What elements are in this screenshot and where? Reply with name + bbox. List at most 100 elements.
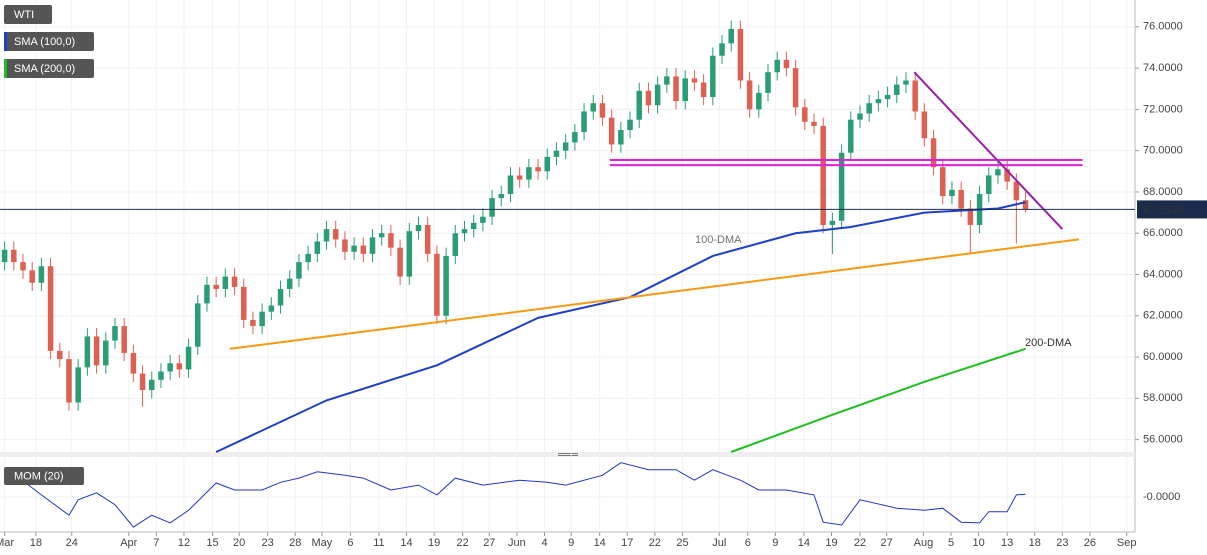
x-tick-label: 15 bbox=[206, 537, 218, 549]
y-tick-label: 66.0000 bbox=[1143, 227, 1183, 239]
x-tick-label: 28 bbox=[289, 537, 301, 549]
candle-body bbox=[838, 152, 845, 221]
candle-body bbox=[470, 222, 477, 230]
candle-body bbox=[351, 245, 357, 252]
candle-body bbox=[57, 350, 63, 360]
candle-body bbox=[305, 253, 311, 263]
candle-body bbox=[149, 379, 155, 391]
legend-box bbox=[4, 32, 94, 51]
candle-body bbox=[958, 189, 964, 209]
candle-body bbox=[1013, 181, 1020, 201]
candle-body bbox=[250, 319, 256, 327]
momentum-line bbox=[4, 462, 1026, 528]
last-price-box bbox=[1137, 200, 1207, 219]
candle-body bbox=[884, 94, 891, 100]
candle-body bbox=[967, 208, 974, 225]
y-tick-label: 74.0000 bbox=[1143, 62, 1183, 74]
candle-body bbox=[792, 68, 799, 108]
candle-body bbox=[489, 198, 495, 217]
mom-title: MOM (20) bbox=[14, 470, 64, 482]
x-tick-label: 9 bbox=[568, 537, 574, 549]
candle-body bbox=[342, 239, 348, 252]
candle-body bbox=[93, 336, 100, 366]
candle-body bbox=[921, 111, 928, 139]
candle-body bbox=[397, 247, 403, 277]
annotation: 200-DMA bbox=[1025, 337, 1072, 349]
y-tick-label: 76.0000 bbox=[1143, 21, 1183, 33]
legend-swatch bbox=[4, 59, 7, 78]
legend-label: SMA (200,0) bbox=[14, 63, 75, 75]
candle-body bbox=[526, 167, 532, 180]
candle-body bbox=[314, 241, 321, 254]
x-tick-label: 19 bbox=[825, 537, 837, 549]
candle-body bbox=[112, 326, 118, 341]
x-tick-label: 27 bbox=[881, 537, 893, 549]
candle-body bbox=[544, 156, 551, 172]
legend: WTI SMA (100,0) SMA (200,0) bbox=[4, 5, 94, 78]
candle-body bbox=[995, 169, 1001, 176]
candle-body bbox=[213, 284, 219, 289]
trend-line bbox=[229, 238, 1080, 350]
last-price-label: 67.1530 bbox=[1143, 204, 1183, 216]
candle-body bbox=[222, 276, 229, 289]
x-tick-label: 18 bbox=[1029, 537, 1041, 549]
candle-body bbox=[866, 103, 872, 114]
candle-body bbox=[636, 90, 642, 120]
pane-separator bbox=[0, 452, 1135, 457]
candle-body bbox=[912, 80, 918, 112]
sma-line bbox=[215, 201, 1026, 453]
x-tick-label: 10 bbox=[973, 537, 985, 549]
candle-body bbox=[1004, 169, 1010, 182]
candle-body bbox=[756, 92, 762, 110]
y-tick-label: 62.0000 bbox=[1143, 310, 1183, 322]
x-tick-label: 19 bbox=[428, 537, 440, 549]
candle-body bbox=[857, 113, 863, 120]
candle-body bbox=[240, 286, 247, 320]
candle-body bbox=[29, 270, 35, 283]
candle-body bbox=[940, 167, 946, 197]
x-tick-label: 6 bbox=[347, 537, 353, 549]
candle-body bbox=[930, 138, 937, 168]
legend-swatch bbox=[4, 32, 7, 51]
candle-body bbox=[461, 229, 468, 234]
x-tick-label: 14 bbox=[594, 537, 606, 549]
candle-body bbox=[195, 303, 201, 347]
candle-body bbox=[121, 326, 127, 353]
candle-body bbox=[378, 233, 385, 238]
x-tick-label: 13 bbox=[1001, 537, 1013, 549]
candle-body bbox=[360, 245, 367, 254]
candle-body bbox=[1, 249, 8, 263]
candle-body bbox=[20, 262, 26, 271]
candle-body bbox=[388, 233, 394, 248]
x-tick-label: Sep bbox=[1117, 537, 1137, 549]
candle-body bbox=[443, 255, 449, 316]
candle-body bbox=[746, 80, 753, 110]
x-tick-label: Mar bbox=[0, 537, 14, 549]
candle-body bbox=[728, 28, 734, 44]
x-tick-label: 12 bbox=[178, 537, 190, 549]
x-tick-label: 26 bbox=[1084, 537, 1096, 549]
grid: 56.0000 58.0000 60.0000 62.0000 64.0000 66.00… bbox=[0, 0, 1183, 549]
y-tick-label: 70.0000 bbox=[1143, 145, 1183, 157]
legend-box bbox=[4, 5, 52, 24]
candle-body bbox=[535, 167, 541, 172]
y-tick-label: 58.0000 bbox=[1143, 392, 1183, 404]
x-tick-label: Jun bbox=[508, 537, 526, 549]
candle-body bbox=[700, 82, 707, 98]
candle-body bbox=[277, 288, 284, 306]
candle-body bbox=[406, 231, 413, 277]
candle-body bbox=[176, 363, 183, 370]
candle-body bbox=[103, 340, 109, 366]
x-tick-label: 14 bbox=[400, 537, 412, 549]
candle-body bbox=[682, 78, 688, 102]
x-tick-label: May bbox=[312, 537, 333, 549]
y-tick-label: 68.0000 bbox=[1143, 186, 1183, 198]
candle-body bbox=[710, 55, 716, 98]
x-tick-label: 18 bbox=[30, 537, 42, 549]
candle-body bbox=[38, 266, 45, 283]
candle-body bbox=[323, 229, 330, 242]
x-tick-label: 9 bbox=[772, 537, 778, 549]
candle-body bbox=[811, 121, 817, 126]
